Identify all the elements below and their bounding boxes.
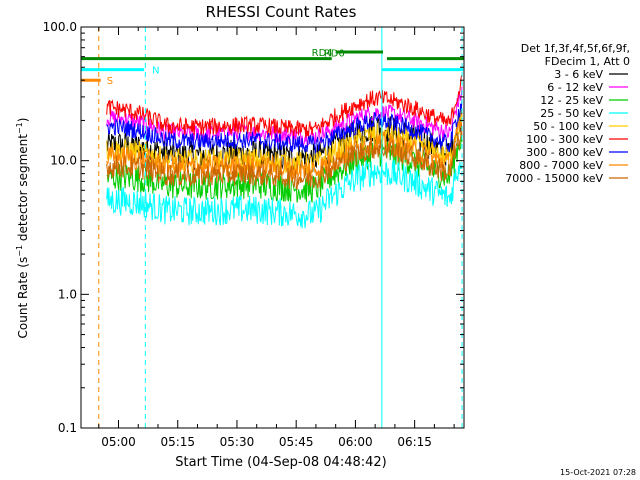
chart-title: RHESSI Count Rates (206, 3, 357, 21)
legend-label-50-100-kev: 50 - 100 keV (533, 120, 603, 133)
y-tick-label: 10.0 (50, 154, 77, 168)
series-line-100-300-kev (106, 74, 463, 138)
x-tick-label: 05:30 (220, 435, 255, 449)
axis-layer: 05:00 05:15 05:30 05:45 06:00 06:15 0.1 1.0 10.0… (43, 20, 464, 449)
y-tick-label: 1.0 (58, 287, 77, 301)
legend-label-3-6-kev: 3 - 6 keV (554, 68, 603, 81)
legend-header-line-1: Det 1f,3f,4f,5f,6f,9f, (521, 42, 630, 55)
plot-frame (80, 26, 465, 429)
series-line-50-100-kev (106, 110, 463, 177)
legend-label-12-25-kev: 12 - 25 keV (540, 94, 603, 107)
x-tick-label: 05:00 (101, 435, 136, 449)
y-axis-label: Count Rate (s−1 detector segment−1) (15, 118, 30, 339)
flag-label-s: S (107, 76, 113, 87)
x-tick-label: 05:45 (279, 435, 314, 449)
y-tick-label: 0.1 (58, 421, 77, 435)
legend-label-7000-15000-kev: 7000 - 15000 keV (505, 172, 603, 185)
y-label-main: Count Rate (s (16, 257, 30, 339)
x-tick-label: 06:00 (338, 435, 373, 449)
y-tick-label: 100.0 (43, 20, 77, 34)
marker-layer (98, 27, 463, 428)
series-line-300-800-kev (106, 99, 463, 153)
legend-label-100-300-kev: 100 - 300 keV (526, 133, 603, 146)
series-line-7000-15000-kev (106, 124, 463, 191)
flag-label-rd4: RD4 (312, 48, 333, 59)
series-layer (106, 74, 463, 229)
y-label-sup-1: −1 (15, 245, 24, 257)
y-label-end: ) (16, 118, 30, 123)
legend-label-800-7000-kev: 800 - 7000 keV (519, 159, 603, 172)
legend: Det 1f,3f,4f,5f,6f,9f, FDecim 1, Att 0 3… (505, 42, 630, 185)
x-tick-label: 06:15 (397, 435, 432, 449)
legend-label-25-50-kev: 25 - 50 keV (540, 107, 603, 120)
flag-label-n: N (152, 66, 159, 77)
series-line-800-7000-kev (106, 119, 463, 181)
series-line-25-50-kev (106, 159, 463, 229)
x-axis-label: Start Time (04-Sep-08 04:48:42) (175, 455, 386, 470)
legend-label-6-12-kev: 6 - 12 keV (547, 81, 603, 94)
y-label-sup-2: −1 (15, 122, 24, 134)
legend-header-line-2: FDecim 1, Att 0 (545, 55, 630, 68)
flag-label-rd0: RD0 (324, 49, 345, 60)
legend-label-300-800-kev: 300 - 800 keV (526, 146, 603, 159)
y-label-mid: detector segment (16, 134, 30, 245)
x-tick-label: 05:15 (160, 435, 195, 449)
footer-date: 15-Oct-2021 07:28 (560, 468, 636, 477)
